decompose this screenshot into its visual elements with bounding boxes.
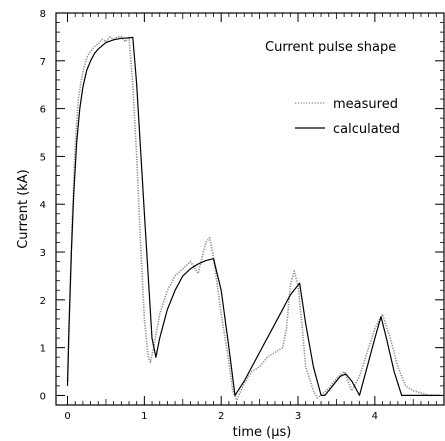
x-tick-label: 1 xyxy=(141,411,147,422)
legend-calculated-label: calculated xyxy=(333,122,400,137)
series-calculated-line xyxy=(66,36,441,396)
y-tick-label: 5 xyxy=(40,152,46,163)
series-layer xyxy=(66,36,441,402)
legend: measured calculated xyxy=(295,97,400,137)
series-measured-line xyxy=(66,36,437,402)
plot-frame xyxy=(55,12,445,406)
y-tick-label: 0 xyxy=(40,391,46,402)
y-tick-label: 7 xyxy=(40,57,46,68)
y-tick-label: 1 xyxy=(40,344,46,355)
y-tick-label: 2 xyxy=(40,296,46,307)
x-tick-label: 4 xyxy=(372,411,378,422)
x-tick-label: 3 xyxy=(295,411,301,422)
x-tick-label: 2 xyxy=(218,411,224,422)
y-tick-label: 8 xyxy=(40,9,46,20)
y-axis-title: Current (kA) xyxy=(16,169,31,249)
y-tick-label: 6 xyxy=(40,105,46,116)
x-axis-title: time (µs) xyxy=(233,425,292,440)
x-axis-ticks: 0 1 2 3 4 xyxy=(64,13,445,422)
chart-title: Current pulse shape xyxy=(265,40,396,55)
y-tick-label: 4 xyxy=(40,200,46,211)
y-tick-label: 3 xyxy=(40,248,46,259)
y-axis-ticks: 0 1 2 3 4 5 6 7 8 xyxy=(40,9,444,402)
x-tick-label: 0 xyxy=(64,411,70,422)
legend-measured-label: measured xyxy=(333,97,398,112)
